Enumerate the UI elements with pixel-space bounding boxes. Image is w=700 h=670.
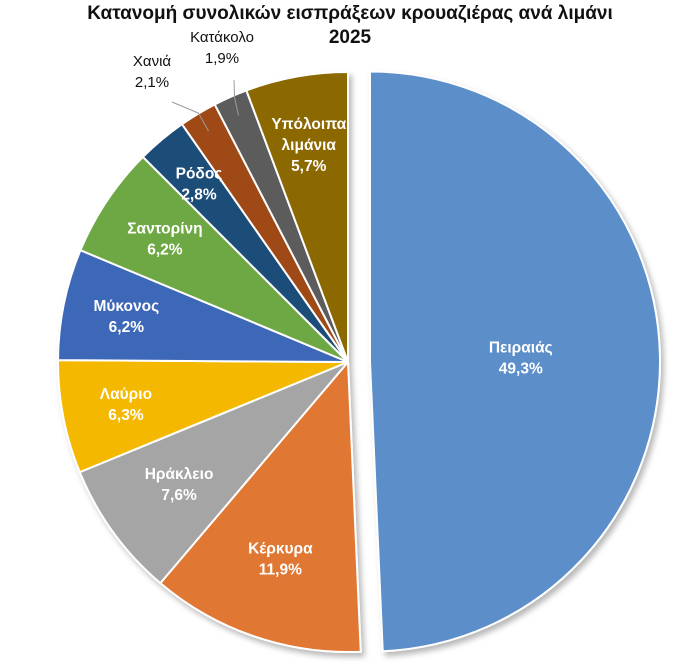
slice-label-κατακολο: Κατάκολο 1,9% xyxy=(190,29,254,67)
slice-label-πειραιας: Πειραιάς 49,3% xyxy=(489,339,553,377)
leader-line-χανια xyxy=(171,101,209,132)
slice-labels: Πειραιάς 49,3% Κέρκυρα 11,9% Ηράκλειο 7,6% Λαύ… xyxy=(94,29,553,579)
slice-label-ροδος: Ρόδος 2,8% xyxy=(176,165,223,203)
chart-title-line-1: Κατανομή συνολικών εισπράξεων κρουαζιέρα… xyxy=(87,3,613,24)
pie-slices xyxy=(56,70,661,653)
pie-slice-πειραιας xyxy=(368,70,661,653)
pie-slice-υπολοιπα-λιμανια xyxy=(245,70,349,363)
slice-label-χανια: Χανιά 2,1% xyxy=(133,53,172,91)
leader-line-κατακολο xyxy=(233,79,240,116)
chart-title: Κατανομή συνολικών εισπράξεων κρουαζιέρα… xyxy=(0,2,700,50)
pie-slice-ηρακλειο xyxy=(78,361,349,585)
pie-slice-λαυριο xyxy=(57,359,349,474)
chart-title-line-2: 2025 xyxy=(328,27,372,48)
leader-lines xyxy=(171,79,240,132)
slice-label-σαντορινη: Σαντορίνη 6,2% xyxy=(127,220,202,258)
slice-label-μυκονος: Μύκονος 6,2% xyxy=(94,298,160,336)
slice-label-κερκυρα: Κέρκυρα 11,9% xyxy=(248,541,313,579)
slice-label-υπολοιπα-λιμανια: Υπόλοιπα λιμάνια 5,7% xyxy=(271,116,346,175)
slice-label-ηρακλειο: Ηράκλειο 7,6% xyxy=(145,466,214,504)
slice-label-λαυριο: Λαύριο 6,3% xyxy=(100,386,152,424)
pie-slice-κερκυρα xyxy=(158,359,362,653)
